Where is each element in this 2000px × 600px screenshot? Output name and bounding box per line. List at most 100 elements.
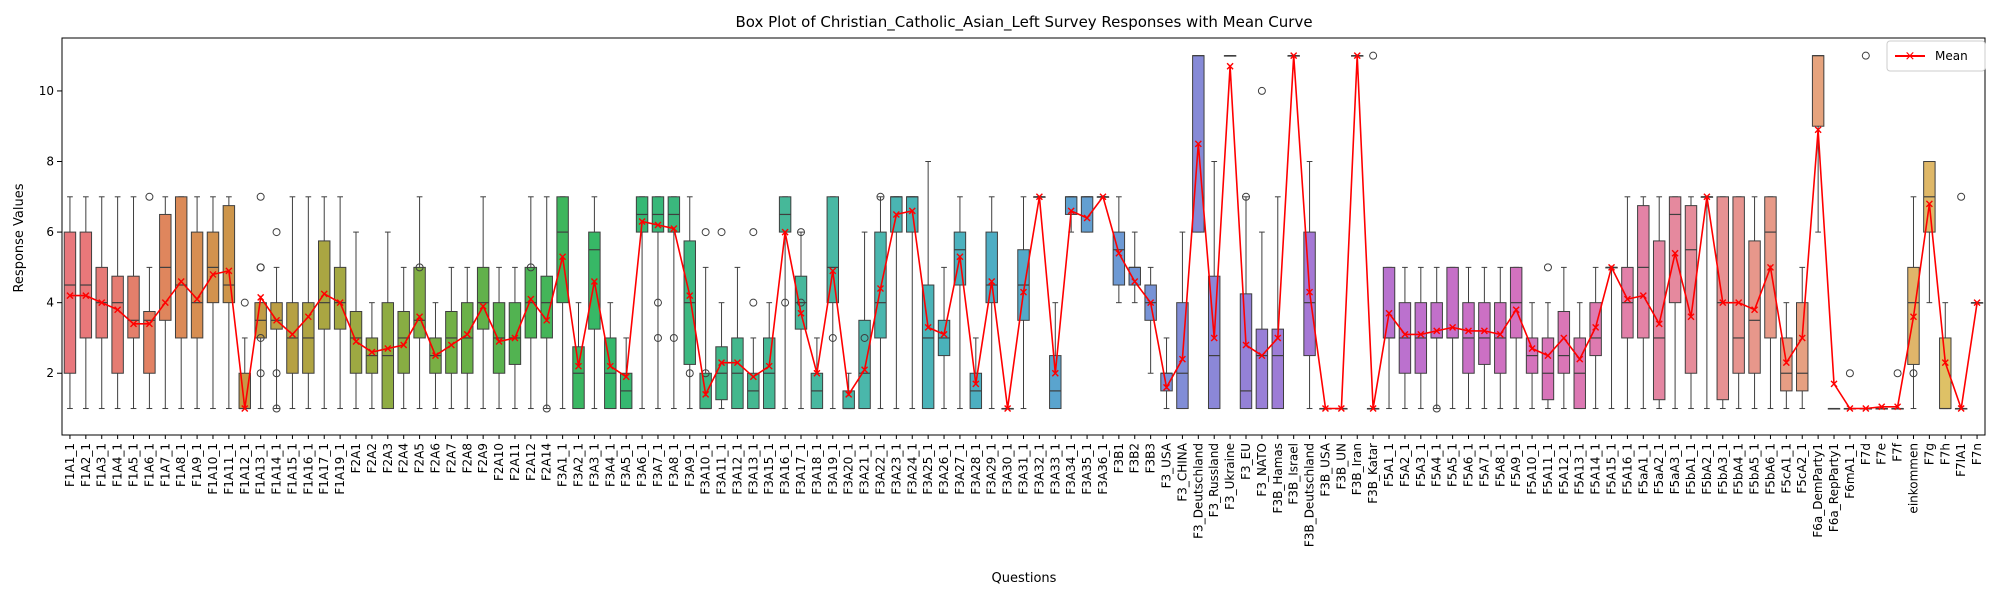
mean-marker — [1576, 355, 1584, 363]
outlier-point — [240, 298, 249, 307]
mean-marker — [98, 299, 106, 307]
mean-marker — [940, 330, 948, 338]
box — [858, 319, 871, 410]
x-tick-label: F5A12_1 — [1557, 443, 1571, 495]
x-tick-label: F5A2_1 — [1398, 443, 1412, 487]
mean-marker — [225, 267, 233, 275]
x-tick-label: F5bA3_1 — [1716, 443, 1730, 495]
x-tick-label: F2A3 — [381, 443, 395, 473]
x-tick-label: F3A7_1 — [651, 443, 665, 487]
x-tick-label: F5cA2_1 — [1795, 443, 1809, 494]
mean-marker — [1782, 359, 1790, 367]
box — [270, 302, 283, 330]
box — [556, 196, 569, 304]
x-tick-label: F2A2 — [365, 443, 379, 473]
mean-marker — [1163, 383, 1171, 391]
mean-marker — [1623, 295, 1631, 303]
mean-marker — [495, 337, 503, 345]
mean-marker — [1321, 405, 1329, 413]
outlier-point — [1257, 86, 1266, 95]
outlier-point — [669, 333, 678, 342]
mean-marker — [130, 320, 138, 328]
mean-marker — [431, 352, 439, 360]
chart-title: Box Plot of Christian_Catholic_Asian_Lef… — [735, 13, 1312, 32]
x-tick-label: F3A12_1 — [730, 443, 744, 495]
mean-marker — [575, 362, 583, 370]
mean-marker — [559, 253, 567, 261]
x-tick-label: F5aA3_1 — [1668, 443, 1682, 494]
mean-marker — [1131, 277, 1139, 285]
x-tick-label: F5A10_1 — [1525, 443, 1539, 495]
x-tick-label: F2A4 — [397, 443, 411, 473]
mean-marker — [1766, 263, 1774, 271]
x-tick-label: F3B3 — [1144, 443, 1158, 473]
outlier-point — [526, 263, 535, 272]
x-tick-label: F1A9_1 — [190, 443, 204, 487]
mean-marker — [1385, 309, 1393, 317]
outlier-point — [653, 298, 662, 307]
x-tick-label: F2A6 — [428, 443, 442, 473]
mean-marker — [1894, 403, 1902, 411]
outlier-point — [272, 228, 281, 237]
box — [222, 205, 236, 304]
mean-marker — [336, 299, 344, 307]
x-tick-label: F5A11_1 — [1541, 443, 1555, 495]
mean-marker — [733, 359, 741, 367]
mean-marker — [1592, 323, 1600, 331]
x-tick-label: F5A14_1 — [1589, 443, 1603, 495]
mean-marker — [209, 270, 217, 278]
box — [1668, 196, 1682, 304]
mean-marker — [1147, 299, 1155, 307]
box — [127, 275, 140, 339]
mean-marker — [241, 405, 249, 413]
x-tick-label: F1A8_1 — [174, 443, 188, 487]
legend-box — [1886, 40, 1986, 72]
mean-marker — [1433, 327, 1441, 335]
mean-marker — [161, 299, 169, 307]
x-tick-label: F5cA1_1 — [1779, 443, 1793, 494]
mean-marker — [1751, 306, 1759, 314]
box — [143, 310, 156, 374]
mean-marker — [1417, 330, 1425, 338]
x-tick-label: F2A14 — [540, 443, 554, 481]
mean-marker — [861, 366, 869, 374]
mean-marker — [463, 330, 471, 338]
x-tick-label: F3B2 — [1128, 443, 1142, 473]
mean-marker — [1735, 299, 1743, 307]
legend: × Mean — [1886, 40, 1986, 72]
x-tick-label: F5aA1_1 — [1636, 443, 1650, 494]
mean-marker — [368, 348, 376, 356]
x-tick-label: F3A18_1 — [810, 443, 824, 495]
mean-marker — [1401, 330, 1409, 338]
mean-marker — [1941, 359, 1949, 367]
mean-marker — [1496, 330, 1504, 338]
x-tick-label: F2A1 — [349, 443, 363, 473]
mean-marker — [749, 373, 757, 381]
outlier-point — [415, 263, 424, 272]
outlier-point — [717, 228, 726, 237]
mean-marker — [1004, 405, 1012, 413]
mean-marker — [1830, 380, 1838, 388]
x-tick-label: F3A23_1 — [889, 443, 903, 495]
x-tick-label: F3A34_1 — [1064, 443, 1078, 495]
y-tick-label: 2 — [46, 366, 54, 380]
x-tick-label: F3A16_1 — [778, 443, 792, 495]
outlier-point — [685, 369, 694, 378]
x-tick-label: F3A17_1 — [794, 443, 808, 495]
x-tick-label: F7IA1 — [1954, 443, 1968, 477]
mean-marker — [908, 207, 916, 215]
mean-marker — [1798, 334, 1806, 342]
mean-marker — [1306, 288, 1314, 296]
x-tick-label: F3A26_1 — [937, 443, 951, 495]
y-tick-label: 6 — [46, 225, 54, 239]
x-tick-label: F5A7_1 — [1477, 443, 1491, 487]
mean-marker — [1051, 369, 1059, 377]
x-tick-label: F3B_USA — [1318, 442, 1332, 496]
x-tick-label: F2A9 — [476, 443, 490, 473]
mean-marker — [702, 390, 710, 398]
x-tick-label: F3B_Iran — [1350, 443, 1364, 495]
mean-marker — [114, 306, 122, 314]
box — [1049, 355, 1062, 410]
mean-marker — [1703, 193, 1711, 201]
x-tick-label: F5bA6_1 — [1763, 443, 1777, 495]
